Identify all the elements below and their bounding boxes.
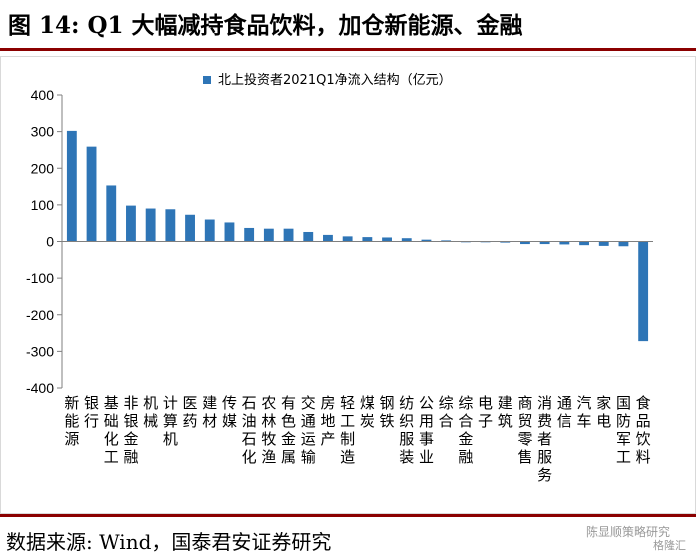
category-label: 轻工制造 xyxy=(340,394,355,466)
category-label: 建材 xyxy=(202,394,217,430)
category-label: 公用事业 xyxy=(419,394,434,466)
bar-23 xyxy=(500,241,511,243)
y-tick-label: -400 xyxy=(26,380,54,396)
bar-16 xyxy=(362,237,373,242)
bar-2 xyxy=(86,146,97,242)
category-label: 交通运输 xyxy=(301,394,316,466)
bar-chart: 北上投资者2021Q1净流入结构（亿元） 400 300 200 100 0 -100 -20… xyxy=(26,72,653,484)
bar-13 xyxy=(303,231,314,242)
bar-17 xyxy=(382,237,392,242)
figure-header: 图 14: Q1 大幅减持食品饮料，加仓新能源、金融 xyxy=(0,0,696,51)
bar-18 xyxy=(401,238,412,242)
category-label: 国防军工 xyxy=(616,394,631,466)
category-label: 纺织服装 xyxy=(399,394,414,466)
y-tick-label: 100 xyxy=(31,197,55,213)
bar-1 xyxy=(66,130,77,242)
category-label: 房地产 xyxy=(320,394,335,448)
legend-swatch xyxy=(203,76,211,84)
category-label: 新能源 xyxy=(64,394,79,448)
bar-9 xyxy=(224,222,235,242)
category-label: 医药 xyxy=(183,394,198,430)
bar-29 xyxy=(618,241,629,247)
category-label: 电子 xyxy=(478,394,493,430)
category-label: 商贸零售 xyxy=(517,394,532,466)
y-tick-label: 200 xyxy=(31,160,55,176)
category-label: 建筑 xyxy=(498,394,513,430)
category-label: 钢铁 xyxy=(380,394,395,430)
category-label: 基础化工 xyxy=(104,394,119,466)
y-tick-label: 400 xyxy=(31,87,55,103)
bar-19 xyxy=(421,239,432,242)
category-label: 有色金属 xyxy=(281,394,296,466)
category-label: 农林牧渔 xyxy=(261,394,276,466)
bar-26 xyxy=(559,241,570,245)
bar-14 xyxy=(323,234,333,242)
bar-4 xyxy=(126,205,136,242)
category-label: 煤炭 xyxy=(360,394,375,430)
bar-24 xyxy=(520,241,530,245)
category-label: 计算机 xyxy=(163,394,178,448)
bar-20 xyxy=(441,240,452,242)
y-tick-label: -200 xyxy=(26,307,54,323)
bar-30 xyxy=(638,241,649,342)
bar-7 xyxy=(185,214,195,242)
bar-11 xyxy=(263,228,274,242)
y-tick-label: 300 xyxy=(31,124,55,140)
bar-12 xyxy=(283,228,294,242)
category-label: 综合金融 xyxy=(458,394,473,466)
category-label: 通信 xyxy=(557,394,572,430)
watermark: 陈显顺策略研究 格隆汇 xyxy=(522,523,690,553)
bar-27 xyxy=(579,241,589,246)
bar-15 xyxy=(342,236,353,242)
bar-6 xyxy=(165,209,176,242)
y-tick-label: 0 xyxy=(46,234,54,250)
y-tick-label: -300 xyxy=(26,343,54,359)
category-label: 机械 xyxy=(143,394,158,430)
figure-title: 图 14: Q1 大幅减持食品饮料，加仓新能源、金融 xyxy=(8,12,523,39)
category-label: 传媒 xyxy=(222,394,237,430)
category-label: 食品饮料 xyxy=(636,394,651,466)
watermark-brand: 格隆汇 xyxy=(653,539,686,552)
watermark-text: 陈显顺策略研究 xyxy=(585,525,670,539)
legend-label: 北上投资者2021Q1净流入结构（亿元） xyxy=(218,72,452,88)
category-label: 银行 xyxy=(84,394,99,430)
source-note: 数据来源: Wind，国泰君安证券研究 xyxy=(6,530,332,554)
category-label: 消费者服务 xyxy=(537,394,552,484)
bar-8 xyxy=(204,219,215,242)
category-label: 石油石化 xyxy=(242,394,257,466)
category-label: 汽车 xyxy=(577,394,592,430)
category-label: 家电 xyxy=(596,394,611,430)
bar-25 xyxy=(539,241,550,245)
bar-5 xyxy=(145,208,156,242)
y-tick-label: -100 xyxy=(26,270,54,286)
bar-28 xyxy=(598,241,609,246)
category-label: 综合 xyxy=(439,394,454,430)
bar-3 xyxy=(106,185,117,242)
bar-10 xyxy=(244,227,255,242)
category-label: 非银金融 xyxy=(123,394,138,466)
figure-footer: 数据来源: Wind，国泰君安证券研究 陈显顺策略研究 格隆汇 xyxy=(0,514,696,556)
